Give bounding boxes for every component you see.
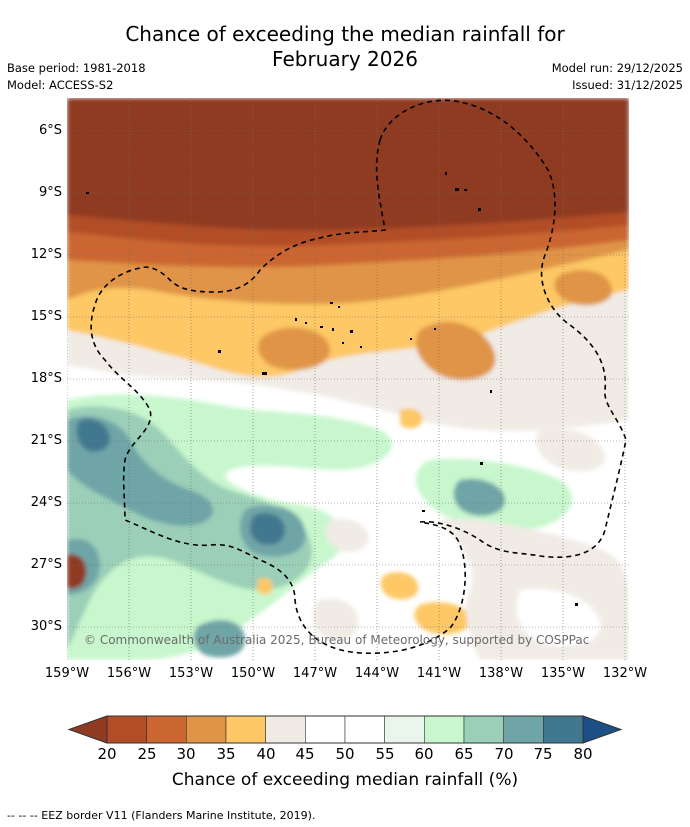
colorbar-extend-low [67,715,108,744]
lon-label: 159°W [44,666,90,681]
lon-label: 138°W [478,666,524,681]
lon-label: 144°W [354,666,400,681]
colorbar-tick: 30 [176,745,196,763]
colorbar-cell [146,715,187,744]
lon-label: 153°W [168,666,214,681]
colorbar-tick: 75 [533,745,553,763]
colorbar-cell [503,715,544,744]
lat-label: 15°S [30,309,62,324]
copyright-notice: © Commonwealth of Australia 2025, Bureau… [84,633,590,647]
lat-label: 27°S [30,557,62,572]
colorbar-tick: 35 [216,745,236,763]
colorbar-cell [225,715,266,744]
rainfall-field [67,98,629,660]
lat-label: 12°S [30,247,62,262]
colorbar-cell [265,715,306,744]
lat-label: 18°S [30,371,62,386]
colorbar-cell [344,715,385,744]
colorbar-tick: 25 [137,745,157,763]
title-line-1: Chance of exceeding the median rainfall … [125,22,565,46]
model-run: Model run: 29/12/2025 [551,61,683,75]
lon-label: 150°W [230,666,276,681]
colorbar-cell [424,715,465,744]
meta-left: Base period: 1981-2018 Model: ACCESS-S2 [7,60,146,94]
colorbar-tick: 20 [97,745,117,763]
colorbar-cell [186,715,227,744]
colorbar-label: Chance of exceeding median rainfall (%) [171,770,519,790]
colorbar-tick: 40 [256,745,276,763]
colorbar [67,715,623,744]
colorbar-cell [543,715,584,744]
colorbar-tick: 65 [454,745,474,763]
lat-label: 24°S [30,495,62,510]
lon-label: 147°W [292,666,338,681]
lon-label: 156°W [106,666,152,681]
colorbar-tick: 80 [573,745,593,763]
lon-label: 132°W [602,666,648,681]
colorbar-cell [463,715,504,744]
base-period: Base period: 1981-2018 [7,61,146,75]
lat-label: 30°S [30,619,62,634]
colorbar-cell [106,715,147,744]
rainfall-map [67,98,629,660]
lon-label: 141°W [416,666,462,681]
lat-label: 9°S [38,185,62,200]
islands [86,172,578,606]
colorbar-cell [384,715,425,744]
colorbar-tick: 60 [414,745,434,763]
lat-label: 6°S [38,123,62,138]
colorbar-extend-high [582,715,623,744]
lat-label: 21°S [30,433,62,448]
chart-title: Chance of exceeding the median rainfall … [0,22,690,72]
colorbar-tick: 70 [494,745,514,763]
colorbar-tick: 50 [335,745,355,763]
lon-label: 135°W [540,666,586,681]
colorbar-cell [305,715,346,744]
title-line-2: February 2026 [272,47,418,71]
meta-right: Model run: 29/12/2025 Issued: 31/12/2025 [552,60,683,94]
colorbar-tick: 45 [295,745,315,763]
eez-border [90,99,627,655]
issued-date: Issued: 31/12/2025 [572,78,683,92]
eez-footnote: -- -- -- EEZ border V11 (Flanders Marine… [7,809,316,822]
colorbar-tick: 55 [375,745,395,763]
model-name: Model: ACCESS-S2 [7,78,114,92]
